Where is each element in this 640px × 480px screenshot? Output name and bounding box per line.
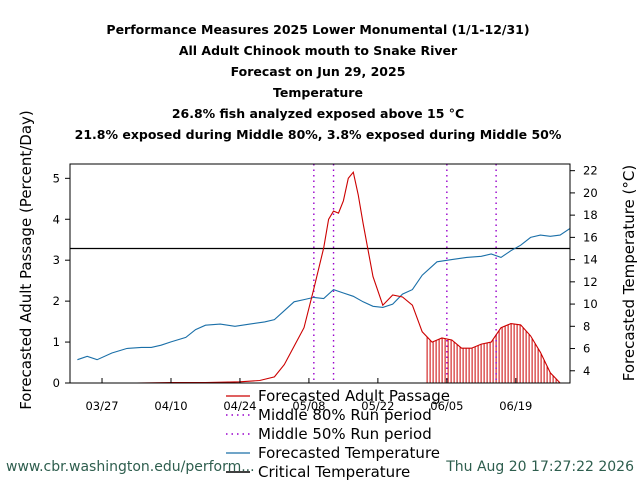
x-tick-label: 06/19 [499, 399, 532, 413]
y-right-tick-label: 12 [583, 275, 598, 289]
legend-label: Middle 50% Run period [258, 425, 432, 443]
y-axis-right-title: Forecasted Temperature (°C) [620, 165, 638, 381]
y-right-tick-label: 6 [583, 342, 590, 356]
title-line-4: Temperature [273, 85, 363, 100]
hatched-shading [426, 323, 560, 383]
footer-timestamp: Thu Aug 20 17:27:22 2026 [445, 459, 634, 475]
x-axis: 03/27 04/10 04/24 05/08 05/22 06/05 06/19 [85, 378, 532, 413]
x-tick-label: 03/27 [85, 399, 118, 413]
y-left-tick-label: 3 [53, 253, 60, 267]
run-period-lines [313, 164, 497, 383]
x-tick-label: 06/05 [430, 399, 463, 413]
title-line-2: All Adult Chinook mouth to Snake River [179, 43, 458, 58]
y-left-tick-label: 5 [53, 171, 60, 185]
y-axis-left-title: Forecasted Adult Passage (Percent/Day) [17, 110, 35, 410]
y-right-tick-label: 20 [583, 186, 598, 200]
legend-label: Forecasted Adult Passage [258, 387, 450, 405]
footer-url[interactable]: www.cbr.washington.edu/perform... [6, 459, 255, 475]
y-right-tick-label: 22 [583, 164, 598, 178]
title-line-3: Forecast on Jun 29, 2025 [231, 64, 406, 79]
y-left-tick-label: 1 [53, 335, 60, 349]
temperature-line [77, 228, 570, 361]
legend-label: Critical Temperature [258, 463, 410, 480]
y-left-tick-label: 0 [53, 376, 60, 390]
y-right-tick-label: 16 [583, 230, 598, 244]
series-lines [77, 170, 570, 383]
y-right-tick-label: 14 [583, 253, 598, 267]
chart-title: Performance Measures 2025 Lower Monument… [75, 22, 562, 142]
passage-line [102, 170, 561, 383]
y-axis-right: 4 6 8 10 12 14 16 18 20 22 [570, 164, 598, 378]
y-right-tick-label: 4 [583, 364, 590, 378]
y-right-tick-label: 18 [583, 208, 598, 222]
x-tick-label: 04/24 [223, 399, 256, 413]
y-axis-left: 0 1 2 3 4 5 [53, 171, 70, 390]
title-line-6: 21.8% exposed during Middle 80%, 3.8% ex… [75, 127, 562, 142]
legend-label: Forecasted Temperature [258, 444, 440, 462]
x-tick-label: 04/10 [154, 399, 187, 413]
legend-label: Middle 80% Run period [258, 406, 432, 424]
y-right-tick-label: 8 [583, 319, 590, 333]
plot-frame [69, 163, 571, 384]
y-left-tick-label: 4 [53, 212, 60, 226]
y-left-tick-label: 2 [53, 294, 60, 308]
title-line-5: 26.8% fish analyzed exposed above 15 °C [172, 106, 464, 121]
y-right-tick-label: 10 [583, 297, 598, 311]
x-tick-label: 05/22 [361, 399, 394, 413]
x-tick-label: 05/08 [292, 399, 325, 413]
title-line-1: Performance Measures 2025 Lower Monument… [106, 22, 529, 37]
